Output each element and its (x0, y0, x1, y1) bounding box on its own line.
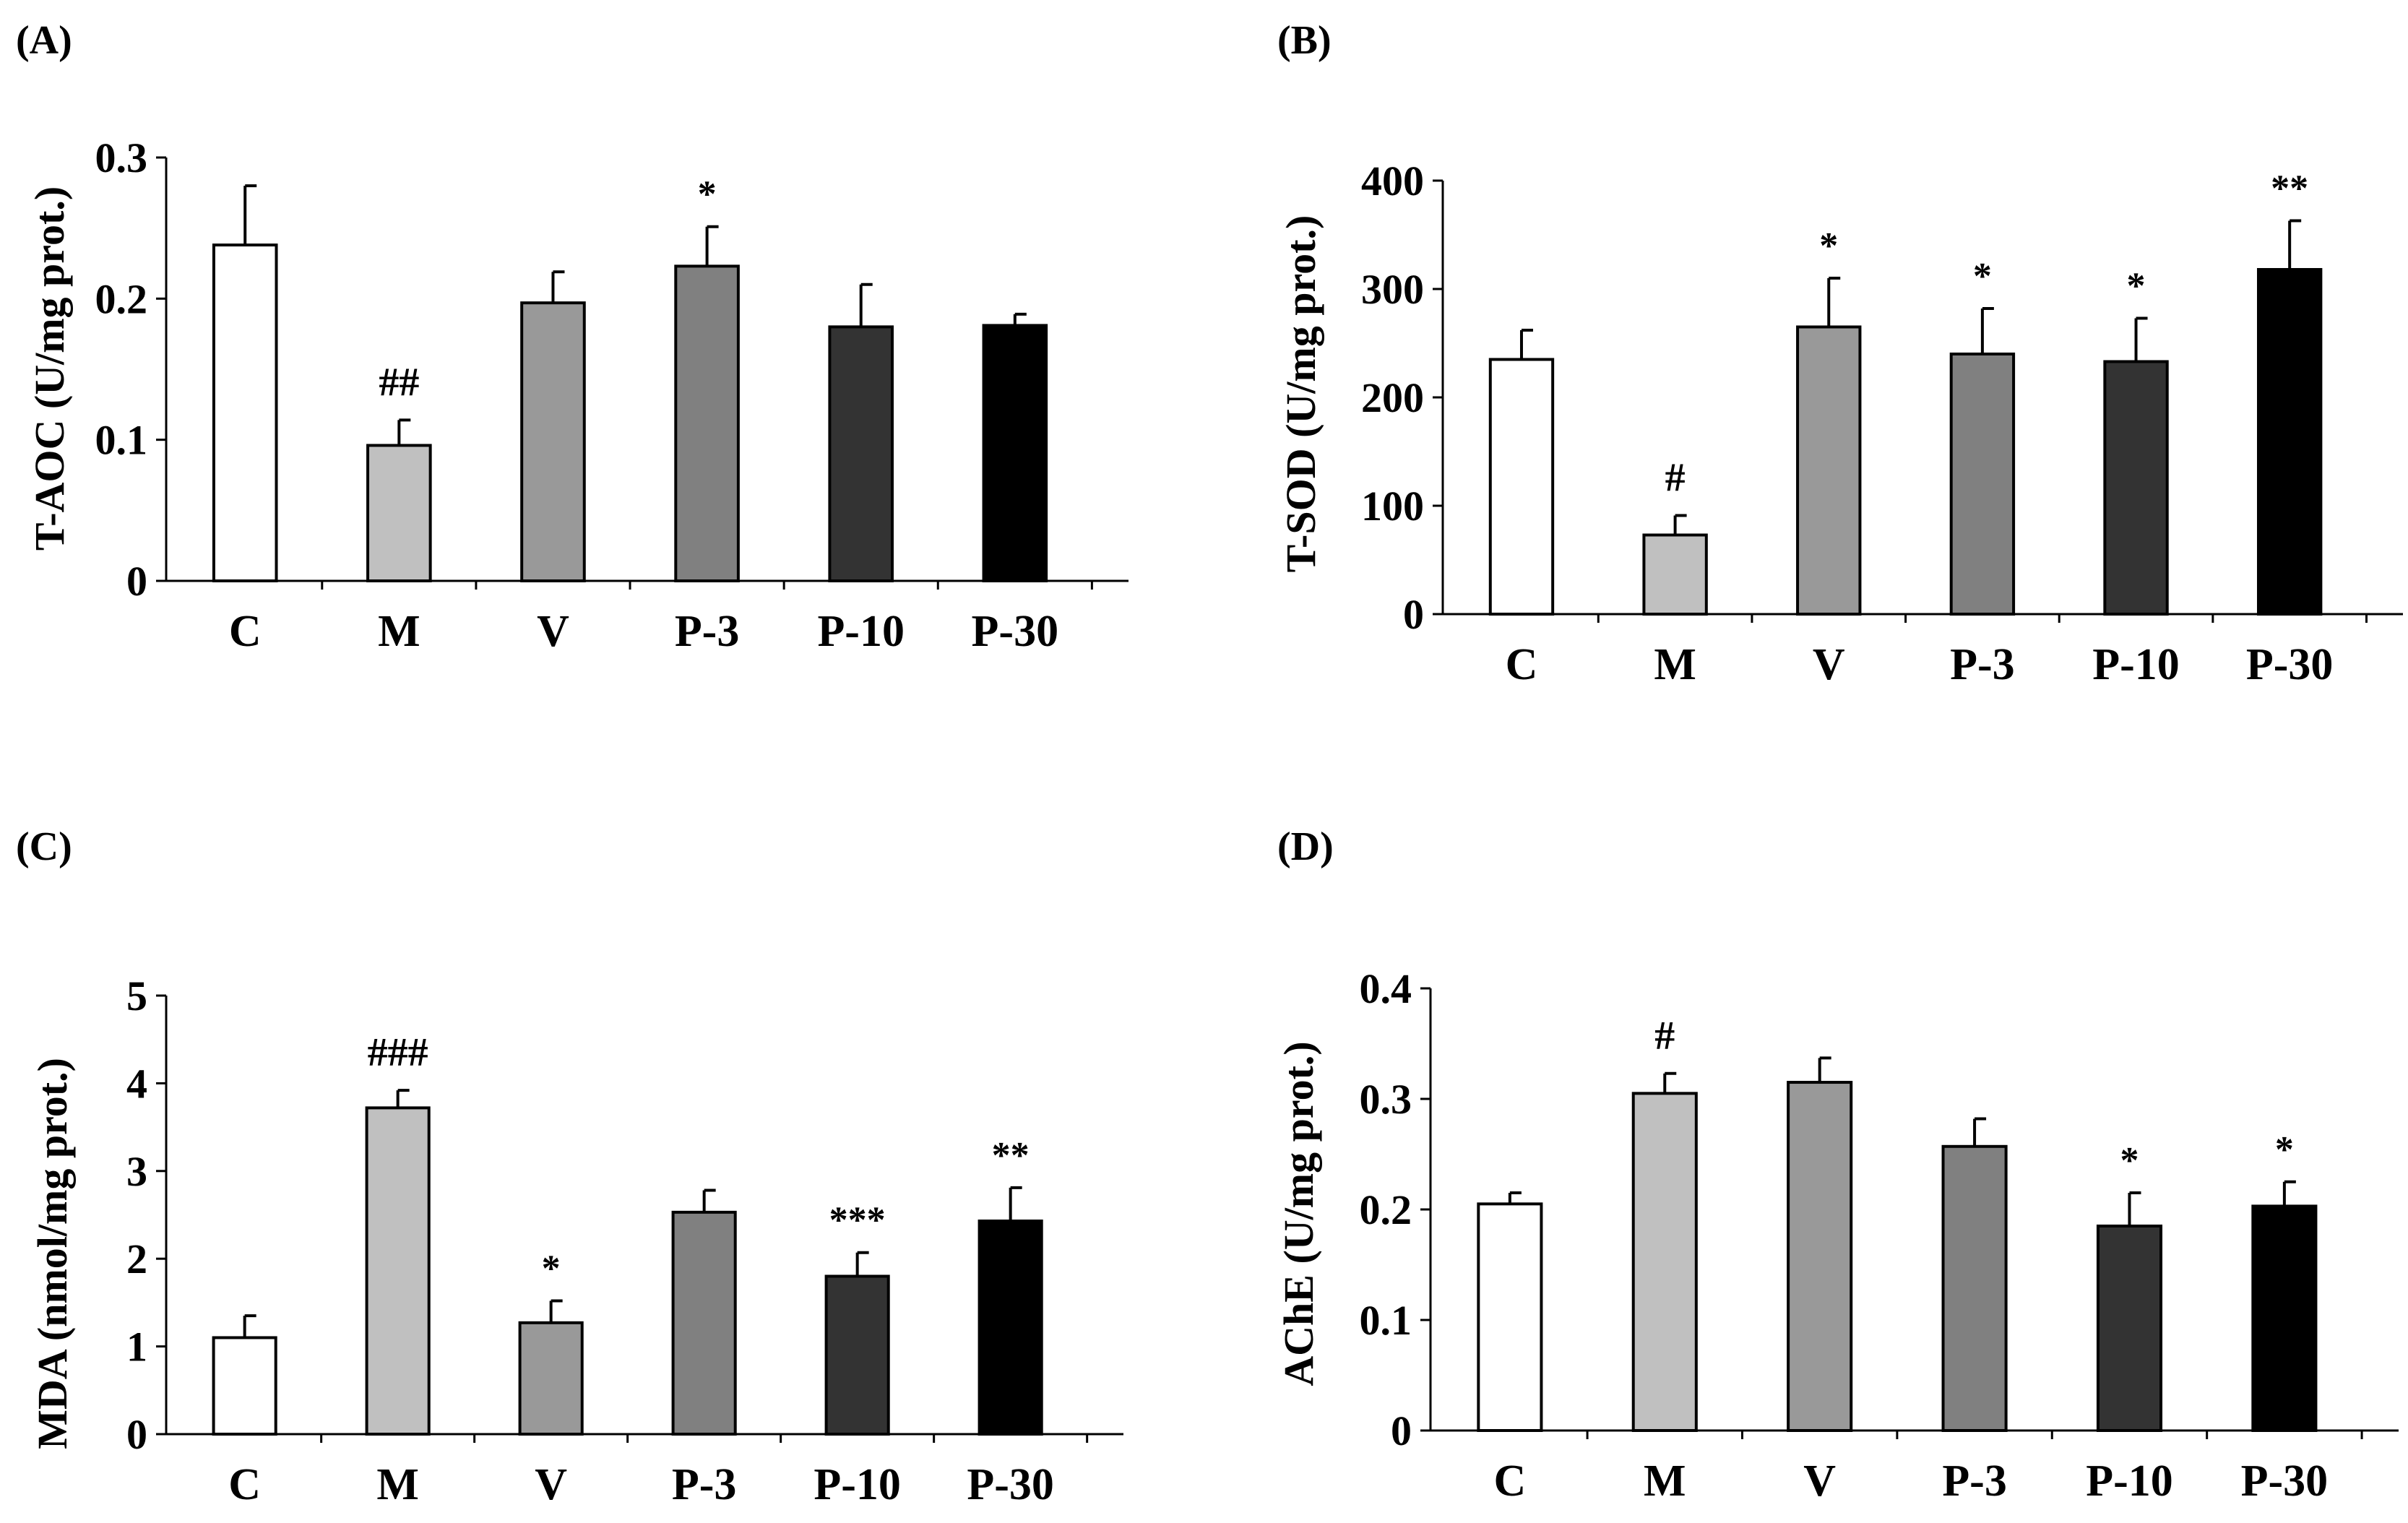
y-tick-label-c: 5 (126, 972, 147, 1019)
significance-label-b: * (1819, 225, 1838, 267)
x-tick-label-c: P-30 (967, 1460, 1054, 1509)
bar-c-v (518, 1321, 584, 1436)
y-axis-label-b: T-SOD (U/mg prot.) (1277, 215, 1324, 573)
panel-label-c: (C) (16, 824, 72, 869)
y-tick-label-d: 0.1 (1360, 1297, 1412, 1344)
bar-d-p-30 (2251, 1204, 2318, 1433)
x-tick-label-d: P-3 (1942, 1457, 2007, 1506)
plot-area-a: 0 0.1 0.2 0.3 C M ## V P-3 * P-10 P-30 (95, 134, 1129, 656)
x-tick-label-b: P-30 (2246, 640, 2334, 689)
bar-d-v (1787, 1081, 1853, 1433)
y-tick-label-b: 0 (1403, 591, 1424, 638)
x-tick-label-b: C (1506, 640, 1538, 689)
bar-c-p-3 (671, 1210, 737, 1436)
x-tick-label-d: M (1644, 1457, 1686, 1506)
bar-c-c (212, 1336, 277, 1436)
x-tick-label-b: P-10 (2092, 640, 2180, 689)
x-tick-label-c: M (376, 1460, 419, 1509)
x-tick-label-a: P-30 (972, 607, 1059, 656)
bar-a-c (212, 243, 278, 582)
x-tick-label-c: P-10 (814, 1460, 901, 1509)
panel-a: (A) T-AOC (U/mg prot.) 0 0.1 0.2 0.3 C M ## V P-… (16, 18, 1129, 656)
bar-c-p-10 (824, 1274, 890, 1436)
bar-b-p-30 (2256, 268, 2323, 616)
y-tick-label-c: 1 (126, 1324, 147, 1371)
bar-a-p-3 (674, 264, 740, 582)
y-tick-label-c: 4 (126, 1060, 147, 1107)
panel-b: (B) T-SOD (U/mg prot.) 0 100 200 300 400 C M # V… (1277, 18, 2403, 689)
y-tick-label-a: 0.3 (95, 134, 148, 181)
panel-d: (D) AChE (U/mg prot.) 0 0.1 0.2 0.3 0.4 C M # V P… (1275, 824, 2399, 1506)
significance-label-b: * (1973, 256, 1992, 297)
bar-d-p-3 (1941, 1144, 2008, 1433)
y-tick-label-a: 0 (126, 558, 147, 605)
bar-c-m (365, 1106, 431, 1436)
x-tick-label-d: P-30 (2241, 1457, 2329, 1506)
bar-b-p-3 (1949, 353, 2016, 616)
significance-label-c: * (542, 1248, 561, 1289)
significance-label-b: * (2127, 266, 2146, 307)
bar-a-p-10 (828, 325, 894, 582)
y-tick-label-a: 0.1 (95, 417, 148, 464)
significance-label-d: * (2275, 1129, 2294, 1170)
panel-label-d: (D) (1277, 824, 1334, 869)
y-tick-label-d: 0.3 (1360, 1076, 1412, 1123)
bar-b-p-10 (2103, 360, 2169, 616)
bar-a-m (366, 444, 432, 582)
y-tick-label-d: 0.4 (1360, 965, 1412, 1012)
x-tick-label-b: V (1813, 640, 1845, 689)
x-tick-label-c: P-3 (672, 1460, 737, 1509)
bar-a-p-30 (982, 324, 1048, 582)
significance-label-c: ### (368, 1030, 428, 1075)
significance-label-b: # (1665, 456, 1686, 501)
x-tick-label-c: V (535, 1460, 567, 1509)
bar-b-v (1796, 325, 1862, 616)
panel-label-b: (B) (1277, 18, 1332, 63)
significance-label-a: ## (379, 360, 419, 405)
y-tick-label-c: 3 (126, 1148, 147, 1195)
panel-c: (C) MDA (nmol/mg prot.) 0 1 2 3 4 5 C M ### V * P-3… (16, 824, 1123, 1509)
x-tick-label-d: P-10 (2086, 1457, 2173, 1506)
significance-label-c: *** (829, 1200, 886, 1241)
significance-label-b: ** (2271, 168, 2308, 210)
x-tick-label-d: C (1493, 1457, 1526, 1506)
x-tick-label-a: P-10 (817, 607, 905, 656)
bar-b-c (1488, 358, 1555, 616)
x-tick-label-a: C (229, 607, 262, 656)
panel-label-a: (A) (16, 18, 72, 63)
plot-area-b: 0 100 200 300 400 C M # V * P-3 * P-10 * P-30 ** (1361, 158, 2403, 689)
plot-area-d: 0 0.1 0.2 0.3 0.4 C M # V P-3 P-10 * P-30 * (1360, 965, 2399, 1506)
x-tick-label-d: V (1803, 1457, 1836, 1506)
significance-label-d: # (1654, 1014, 1675, 1058)
y-tick-label-b: 400 (1361, 158, 1424, 204)
y-axis-label-c: MDA (nmol/mg prot.) (29, 1058, 76, 1449)
x-tick-label-a: V (537, 607, 569, 656)
y-tick-label-d: 0 (1391, 1407, 1412, 1454)
bar-c-p-30 (978, 1219, 1043, 1436)
y-tick-label-b: 100 (1361, 483, 1424, 530)
y-tick-label-b: 200 (1361, 374, 1424, 421)
y-tick-label-d: 0.2 (1360, 1186, 1412, 1233)
plot-area-c: 0 1 2 3 4 5 C M ### V * P-3 P-10 *** P-30 ** (126, 972, 1123, 1509)
bar-d-c (1477, 1202, 1543, 1432)
bar-d-m (1631, 1092, 1698, 1432)
x-tick-label-a: P-3 (675, 607, 740, 656)
x-tick-label-c: C (228, 1460, 261, 1509)
y-axis-label-a: T-AOC (U/mg prot.) (26, 186, 73, 551)
y-tick-label-c: 2 (126, 1235, 147, 1282)
significance-label-d: * (2120, 1140, 2139, 1181)
bar-b-m (1642, 533, 1708, 616)
x-tick-label-b: M (1654, 640, 1696, 689)
y-tick-label-a: 0.2 (95, 275, 148, 322)
y-tick-label-c: 0 (126, 1411, 147, 1458)
bar-a-v (520, 301, 586, 582)
significance-label-c: ** (992, 1135, 1030, 1176)
x-tick-label-a: M (378, 607, 420, 656)
x-tick-label-b: P-3 (1950, 640, 2015, 689)
significance-label-a: * (698, 174, 717, 215)
bar-d-p-10 (2096, 1224, 2163, 1432)
y-axis-label-d: AChE (U/mg prot.) (1275, 1041, 1322, 1386)
y-tick-label-b: 300 (1361, 266, 1424, 313)
